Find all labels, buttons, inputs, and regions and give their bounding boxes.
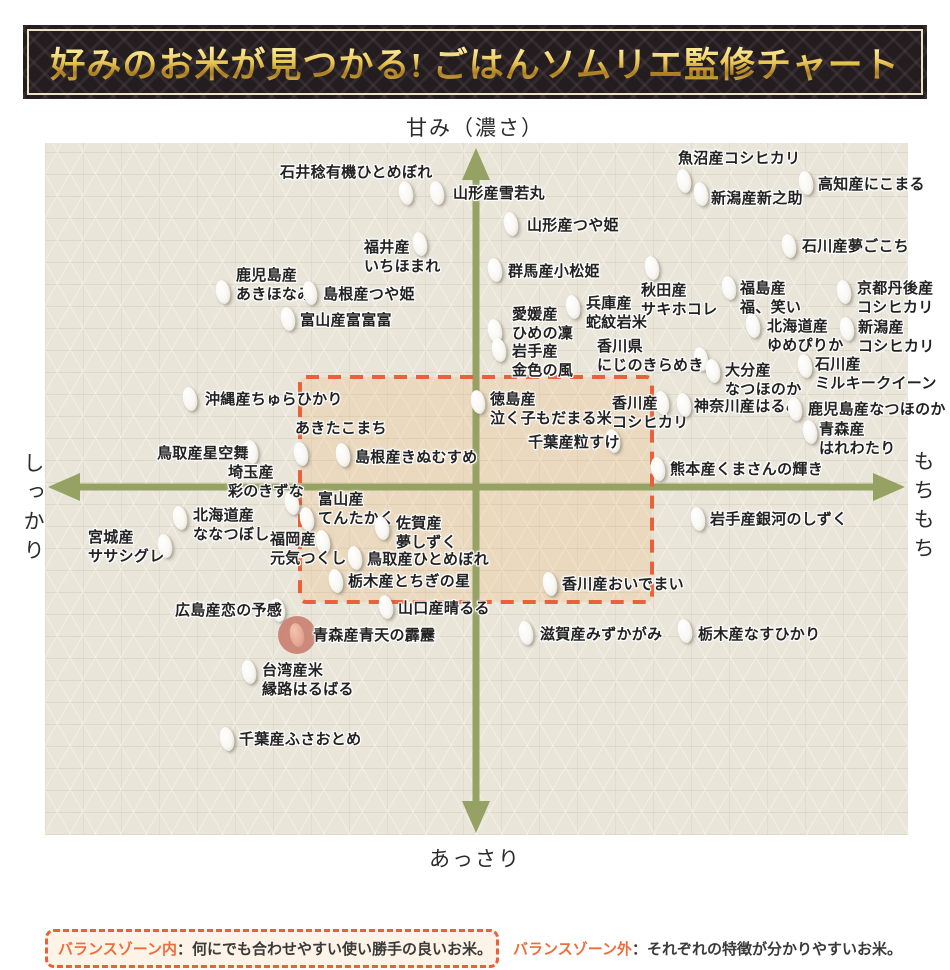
legend-outside-key: バランスゾーン外 (513, 941, 632, 958)
rice-variety-label: 青森産青天の霹靂 (313, 627, 436, 644)
rice-variety-label: 沖縄産ちゅらひかり (205, 391, 343, 408)
rice-variety-label: 岩手産銀河のしずく (710, 511, 848, 528)
rice-grain-icon (297, 505, 317, 533)
rice-variety-label: 鹿児島産 あきほなみ (236, 267, 313, 303)
title-banner: 好みのお米が見つかる! ごはんソムリエ監修チャート (23, 25, 927, 99)
rice-variety-label: 愛媛産 ひめの凜 (512, 306, 574, 342)
rice-variety-label: 山口産晴るる (398, 600, 490, 617)
rice-variety-label: 鳥取産ひとめぼれ (367, 551, 489, 568)
rice-variety-label: 広島産恋の予感 (175, 602, 283, 619)
rice-variety-label: 北海道産 ゆめぴりか (767, 318, 844, 354)
rice-grain-icon (501, 210, 521, 238)
legend-inside-key: バランスゾーン内 (58, 941, 177, 958)
rice-grain-icon (278, 305, 298, 333)
rice-variety-label: 山形産つや姫 (527, 217, 619, 234)
rice-grain-icon (485, 256, 505, 284)
rice-variety-label: 台湾産米 縁路はるばる (262, 662, 354, 698)
rice-variety-label: 埼玉産 彩のきずな (228, 464, 305, 500)
rice-grain-icon (333, 441, 353, 469)
rice-grain-icon (427, 179, 447, 207)
rice-variety-label: 群馬産小松姫 (508, 263, 600, 280)
rice-variety-label: 香川県 にじのきらめき (597, 338, 704, 374)
rice-grain-icon (719, 274, 739, 302)
rice-grain-icon (345, 544, 365, 572)
rice-variety-label: 北海道産 ななつぼし (193, 507, 270, 543)
rice-grain-icon (703, 357, 723, 385)
rice-variety-label: 島根産つや姫 (323, 286, 415, 303)
rice-variety-label: 栃木産なすひかり (698, 626, 821, 643)
page-title: 好みのお米が見つかる! ごはんソムリエ監修チャート (50, 37, 899, 88)
legend-balance-zone-outside: バランスゾーン外：それぞれの特徴が分かりやすいお米。 (513, 938, 902, 959)
legend-inside-text: ：何にでも合わせやすい使い勝手の良いお米。 (176, 941, 492, 958)
rice-variety-label: 栃木産とちぎの星 (348, 573, 471, 590)
rice-grain-icon (217, 725, 237, 753)
rice-variety-label: 福岡産 元気つくし (270, 531, 347, 567)
rice-variety-label: 佐賀産 夢しずく (396, 515, 457, 551)
rice-grain-icon (688, 505, 708, 533)
rice-variety-label: 京都丹後産 コシヒカリ (857, 280, 934, 316)
legend-balance-zone-inside: バランスゾーン内 ：何にでも合わせやすい使い勝手の良いお米。 (45, 929, 499, 968)
rice-variety-label: 新潟産 コシヒカリ (858, 319, 935, 355)
rice-grain-icon (834, 278, 854, 306)
rice-variety-label: 魚沼産コシヒカリ (678, 150, 801, 167)
rice-variety-label: 石川産 ミルキークイーン (815, 356, 937, 392)
axis-label-bottom: あっさり (429, 847, 521, 871)
rice-variety-label: 鹿児島産なつほのか (808, 401, 946, 418)
rice-variety-label: あきたこまち (295, 420, 387, 437)
rice-grain-icon (180, 385, 200, 413)
rice-variety-label: 石井稔有機ひとめぼれ (280, 164, 433, 181)
rice-grain-icon (800, 418, 820, 446)
rice-variety-label: 宮城産 ササシグレ (88, 529, 165, 565)
axis-label-left: しっかり (21, 452, 45, 568)
rice-variety-label: 富山産富富富 (300, 312, 392, 329)
rice-variety-label: 千葉産ふさおとめ (239, 731, 362, 748)
rice-grain-icon (396, 179, 416, 207)
rice-variety-label: 新潟産新之助 (711, 190, 803, 207)
rice-variety-label: 千葉産粒すけ (528, 434, 620, 451)
rice-grain-icon (691, 180, 711, 208)
rice-variety-label: 香川産おいでまい (562, 576, 684, 593)
rice-grain-icon (489, 336, 509, 364)
rice-variety-label: 秋田産 サキホコレ (641, 282, 718, 318)
rice-grain-icon (468, 388, 488, 416)
rice-grain-icon (779, 232, 799, 260)
rice-grain-icon (376, 593, 396, 621)
rice-grain-icon (642, 254, 662, 282)
rice-variety-label: 滋賀産みずかがみ (540, 626, 663, 643)
rice-variety-label: 青森産 はれわたり (819, 421, 896, 457)
rice-grain-icon (540, 570, 560, 598)
rice-grain-icon (785, 395, 805, 423)
rice-variety-label: 鳥取産星空舞 (157, 445, 249, 462)
rice-variety-label: 島根産きぬむすめ (355, 449, 478, 466)
rice-variety-label: 徳島産 泣く子もだまる米 (490, 391, 613, 427)
rice-variety-label: 福島産 福、笑い (740, 280, 802, 316)
rice-variety-label: 高知産にこまる (818, 176, 925, 193)
rice-grain-icon (326, 567, 346, 595)
rice-grain-icon (648, 455, 668, 483)
rice-variety-label: 熊本産くまさんの輝き (670, 461, 824, 478)
rice-variety-label: 香川産 コシヒカリ (612, 395, 689, 431)
rice-grain-icon (213, 278, 233, 306)
rice-variety-label: 石川産夢ごこち (802, 238, 910, 255)
axis-label-right: もちもち (911, 450, 935, 566)
rice-variety-label: 神奈川産はるみ (694, 398, 802, 415)
legend-outside-text: ：それぞれの特徴が分かりやすいお米。 (631, 941, 902, 958)
axis-label-top: 甘み（濃さ） (406, 116, 544, 140)
rice-variety-label: 大分産 なつほのか (725, 362, 802, 398)
rice-grain-icon (675, 617, 695, 645)
rice-grain-icon (170, 504, 190, 532)
rice-grain-icon (239, 658, 259, 686)
rice-grain-icon (674, 167, 694, 195)
rice-variety-label: 山形産雪若丸 (453, 185, 545, 202)
rice-variety-label: 岩手産 金色の風 (512, 343, 574, 379)
rice-grain-icon (516, 619, 536, 647)
rice-variety-label: 福井産 いちほまれ (364, 239, 441, 275)
rice-variety-label: 兵庫産 蛇紋岩米 (586, 295, 648, 331)
